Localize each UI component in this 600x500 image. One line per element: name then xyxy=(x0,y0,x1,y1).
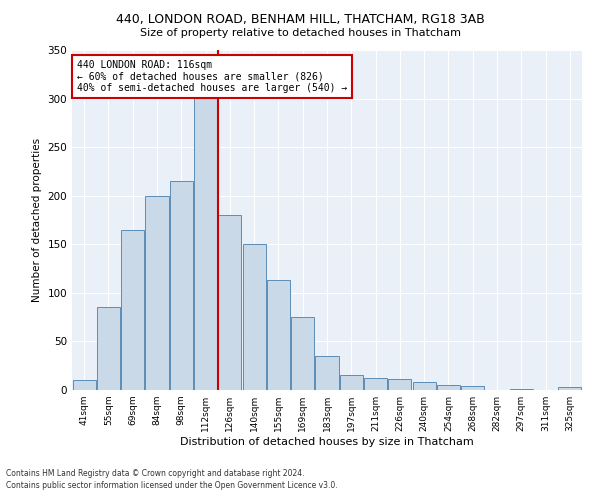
Bar xyxy=(194,70,217,390)
Bar xyxy=(316,356,338,390)
Bar xyxy=(291,317,314,390)
Bar xyxy=(510,389,533,390)
Text: 440, LONDON ROAD, BENHAM HILL, THATCHAM, RG18 3AB: 440, LONDON ROAD, BENHAM HILL, THATCHAM,… xyxy=(116,12,484,26)
Bar xyxy=(242,244,266,390)
Bar xyxy=(340,376,363,390)
Bar xyxy=(121,230,144,390)
Text: Size of property relative to detached houses in Thatcham: Size of property relative to detached ho… xyxy=(139,28,461,38)
Bar xyxy=(73,380,95,390)
Bar xyxy=(218,215,241,390)
Text: 440 LONDON ROAD: 116sqm
← 60% of detached houses are smaller (826)
40% of semi-d: 440 LONDON ROAD: 116sqm ← 60% of detache… xyxy=(77,60,347,94)
X-axis label: Distribution of detached houses by size in Thatcham: Distribution of detached houses by size … xyxy=(180,437,474,447)
Bar xyxy=(461,386,484,390)
Text: Contains HM Land Registry data © Crown copyright and database right 2024.: Contains HM Land Registry data © Crown c… xyxy=(6,468,305,477)
Text: Contains public sector information licensed under the Open Government Licence v3: Contains public sector information licen… xyxy=(6,481,338,490)
Bar xyxy=(437,385,460,390)
Bar xyxy=(267,280,290,390)
Bar xyxy=(364,378,387,390)
Bar xyxy=(388,380,412,390)
Y-axis label: Number of detached properties: Number of detached properties xyxy=(32,138,42,302)
Bar xyxy=(413,382,436,390)
Bar xyxy=(97,308,120,390)
Bar xyxy=(170,181,193,390)
Bar xyxy=(145,196,169,390)
Bar xyxy=(559,387,581,390)
